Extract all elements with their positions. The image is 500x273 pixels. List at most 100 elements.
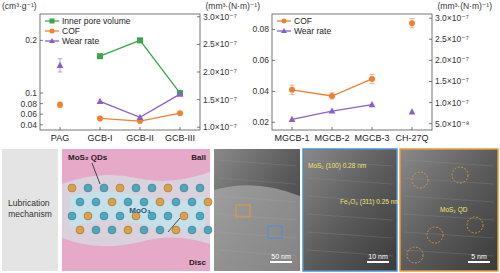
y2-tick: [429, 60, 432, 61]
quantum-dot: [84, 212, 92, 220]
y2-tick-label: 1.5×10⁻⁷: [435, 76, 469, 86]
diagram-label: MoS₂ QDs: [68, 153, 108, 162]
series: [409, 19, 415, 28]
quantum-dot: [172, 198, 180, 206]
quantum-dot: [180, 212, 188, 220]
marker: [97, 115, 103, 121]
quantum-dot: [132, 184, 140, 192]
scale-bar-label: 10 nm: [368, 253, 388, 260]
y-tick: [272, 60, 275, 61]
marker: [177, 90, 183, 96]
marker: [289, 116, 296, 122]
scale-bar: [468, 261, 490, 263]
x-tick: [140, 127, 141, 130]
series: [409, 108, 416, 114]
diagram-arrow: [92, 163, 180, 232]
quantum-dot: [196, 184, 204, 192]
figure: 0.040.060.080.10.21.0×10⁻⁷1.5×10⁻⁷2.0×10…: [0, 0, 500, 273]
x-tick-label: GCB-I: [87, 133, 112, 143]
data-layer: [57, 37, 184, 124]
legend-label: Wear rate: [62, 36, 99, 46]
y-tick-label: 0.06: [252, 55, 269, 65]
texture: [218, 178, 296, 184]
y-tick: [40, 124, 43, 125]
y-tick-label: 0.2: [25, 35, 37, 45]
texture: [404, 232, 494, 238]
y2-tick: [429, 102, 432, 103]
error-bar: [58, 102, 63, 107]
texture: [307, 178, 393, 184]
diagram-label: Ball: [191, 153, 206, 162]
image-annotation: Fe₃O₄ (311) 0.25 nm: [340, 198, 400, 206]
y2-tick-label: 1.0×10⁻⁷: [435, 98, 469, 108]
quantum-dot: [68, 184, 76, 192]
error-bar: [370, 74, 375, 83]
lubrication-panel: Lubrication mechanismMoS₂ QDsBallMoO₃Dis…: [2, 149, 498, 271]
x-tick: [100, 127, 101, 130]
y-tick-label: 0.08: [252, 24, 269, 34]
texture: [307, 214, 393, 220]
legend-label: Inner pore volume: [62, 16, 131, 26]
quantum-dot: [180, 184, 188, 192]
legend-marker: [282, 19, 287, 24]
marker: [289, 87, 295, 93]
y2-tick-label: 3.0×10⁻⁷: [435, 13, 469, 23]
x-tick-label: MGCB-1: [274, 133, 309, 143]
x-tick: [60, 127, 61, 130]
diagram-bg: [62, 149, 210, 271]
y2-tick: [197, 127, 200, 128]
marker: [409, 20, 415, 26]
tem-frame: [303, 149, 397, 271]
quantum-dot: [188, 198, 196, 206]
qd-outline: [427, 227, 443, 243]
series: [97, 90, 184, 119]
y2-tick-label: 5.0×10⁻⁸: [435, 119, 470, 129]
marker: [177, 90, 184, 96]
plot-frame: [272, 14, 432, 130]
quantum-dot: [204, 198, 212, 206]
quantum-dot: [188, 226, 196, 234]
quantum-dot: [108, 198, 116, 206]
marker: [329, 107, 336, 113]
texture: [218, 160, 296, 166]
tem-image: MoS₂ QD5 nm: [400, 149, 498, 271]
y2-axis-label: (mm³·(N·m)⁻¹): [205, 1, 260, 11]
x-tick-label: GCB-III: [165, 133, 195, 143]
quantum-dot: [76, 198, 84, 206]
x-tick-label: PAG: [51, 133, 69, 143]
y-tick: [40, 103, 43, 104]
sample-region: [214, 185, 300, 271]
y-tick-label: 0.08: [20, 99, 37, 109]
quantum-dot: [124, 226, 132, 234]
x-tick: [180, 127, 181, 130]
tem-frame: [400, 149, 498, 271]
series: [57, 102, 63, 108]
marker: [137, 114, 144, 120]
texture: [404, 196, 494, 202]
quantum-dot: [156, 198, 164, 206]
quantum-dot: [116, 212, 124, 220]
y2-tick: [429, 39, 432, 40]
series: [57, 59, 64, 72]
quantum-dot: [140, 198, 148, 206]
texture: [404, 178, 494, 184]
series-line: [292, 105, 372, 120]
y2-tick-label: 2.0×10⁻⁷: [203, 67, 237, 77]
x-tick-label: CH-27Q: [395, 133, 428, 143]
y2-tick: [197, 44, 200, 45]
y-tick: [272, 29, 275, 30]
scale-bar-label: 5 nm: [471, 253, 487, 260]
quantum-dot: [164, 184, 172, 192]
y-tick-label: 0.06: [20, 109, 37, 119]
mechanism-diagram: MoS₂ QDsBallMoO₃Disc: [62, 149, 212, 271]
y2-tick: [197, 72, 200, 73]
chart: 0.020.040.060.085.0×10⁻⁸1.0×10⁻⁷1.5×10⁻⁷…: [252, 1, 492, 143]
quantum-dot: [108, 226, 116, 234]
data-layer: [289, 19, 416, 122]
qd-outline: [407, 247, 423, 263]
scale-bar: [367, 261, 389, 263]
y2-tick-label: 1.5×10⁻⁷: [203, 95, 237, 105]
image-annotation: MoS₂ (100) 0.28 nm: [308, 162, 366, 170]
marker: [57, 62, 64, 68]
y-tick: [272, 122, 275, 123]
